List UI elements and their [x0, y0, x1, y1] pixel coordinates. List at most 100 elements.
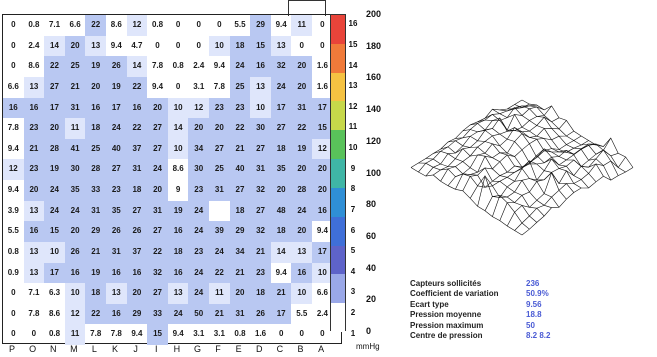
- heatmap-cell: 6.6: [7, 81, 19, 91]
- heatmap-cell: 0: [175, 20, 181, 29]
- pressure-heatmap: 0 0.8 7.1 6.6 22 8.6 12 0.8 0 0 0 5.5 29 9.4 11 0 0 2.4 14…: [2, 14, 342, 345]
- heatmap-cell: 21: [85, 241, 107, 263]
- heatmap-cell: 9.4: [7, 185, 19, 194]
- heatmap-cell: 31: [106, 241, 127, 263]
- heatmap-cell: 1.6: [255, 329, 267, 339]
- heatmap-cell: 16: [291, 262, 313, 284]
- heatmap-cell: 18: [229, 35, 251, 57]
- heatmap-cell: 20: [312, 159, 333, 180]
- mesh-line: [521, 99, 634, 168]
- stat-label: Capteurs sollicités: [410, 278, 482, 288]
- heatmap-cell: 31: [147, 200, 168, 222]
- heatmap-cell: 29: [85, 221, 107, 242]
- heatmap-cell: 11: [209, 283, 230, 304]
- stat-value: 50: [526, 320, 535, 330]
- heatmap-cell: 24: [188, 283, 210, 304]
- heatmap-cell: 29: [250, 15, 271, 36]
- heatmap-cell: 0: [175, 81, 181, 91]
- heatmap-cell: 16: [126, 262, 148, 284]
- heatmap-cell: 8.6: [172, 164, 184, 174]
- column-label: J: [133, 344, 138, 354]
- heatmap-cell: 21: [229, 138, 251, 160]
- heatmap-cell: 0.8: [28, 20, 40, 29]
- heatmap-cell: 16: [23, 221, 45, 242]
- heatmap-cell: 19: [85, 56, 107, 77]
- column-label: K: [112, 344, 119, 354]
- heatmap-cell: 13: [270, 35, 292, 57]
- heatmap-cell: 18: [167, 241, 189, 263]
- heatmap-cell: 20: [229, 283, 251, 304]
- heatmap-cell: 20: [312, 180, 333, 201]
- heatmap-cell: 6.6: [69, 20, 81, 29]
- heatmap-cell: 30: [188, 159, 210, 180]
- row-label: 1: [350, 328, 356, 338]
- mesh-line: [440, 105, 552, 182]
- heatmap-cell: 3.1: [213, 329, 225, 339]
- row-label: 4: [350, 266, 356, 276]
- color-scale-segment: [331, 101, 345, 131]
- heatmap-cell: 25: [209, 159, 230, 180]
- row-label: 9: [350, 163, 356, 173]
- heatmap-cell: 7.8: [90, 329, 102, 339]
- stat-label: Pression moyenne: [410, 310, 482, 320]
- heatmap-cell: 20: [291, 76, 313, 98]
- heatmap-cell: 0: [278, 329, 284, 339]
- heatmap-cell: 13: [23, 262, 45, 284]
- heatmap-cell: 20: [23, 180, 45, 201]
- top-tab[interactable]: [288, 0, 326, 16]
- stat-label: Centre de pression: [410, 331, 483, 341]
- heatmap-cell: 48: [270, 200, 292, 222]
- heatmap-cell: 24: [64, 200, 86, 222]
- mesh-line: [433, 106, 545, 176]
- heatmap-cell: 31: [64, 97, 86, 119]
- heatmap-cell: 37: [126, 138, 148, 160]
- heatmap-cell: 23: [188, 180, 210, 201]
- column-label: M: [70, 344, 78, 354]
- heatmap-cell: 20: [291, 159, 313, 180]
- heatmap-cell: 10: [291, 283, 313, 304]
- row-label: 13: [348, 81, 358, 91]
- heatmap-cell: 19: [167, 200, 189, 222]
- heatmap-cell: 0: [155, 40, 160, 50]
- row-label: 12: [348, 101, 358, 111]
- heatmap-cell: 14: [167, 118, 189, 139]
- heatmap-cell: 18: [229, 200, 251, 222]
- column-label: I: [154, 344, 158, 354]
- heatmap-cell: 27: [147, 138, 168, 160]
- row-label: 15: [348, 39, 358, 49]
- heatmap-cell: 5.5: [234, 20, 246, 29]
- stat-label: Ecart type: [410, 299, 449, 309]
- heatmap-cell: 24: [147, 159, 168, 180]
- heatmap-cell: 1.6: [316, 81, 328, 91]
- heatmap-cell: 6.6: [316, 288, 328, 298]
- column-label: G: [193, 344, 201, 354]
- heatmap-cell: 13: [250, 76, 271, 98]
- stat-row: Coefficient de variation 50.9%: [410, 289, 550, 300]
- heatmap-cell: 16: [126, 97, 148, 119]
- heatmap-cell: 21: [270, 283, 292, 304]
- heatmap-cell: 3.1: [193, 81, 205, 91]
- heatmap-cell: 7.8: [151, 61, 164, 71]
- heatmap-cell: 23: [250, 262, 271, 284]
- heatmap-cell: 14: [270, 241, 292, 263]
- heatmap-cell: 0: [11, 308, 16, 318]
- mesh-line: [477, 117, 589, 189]
- color-scale-tick: 60: [366, 230, 377, 241]
- heatmap-cell: 15: [312, 118, 333, 139]
- heatmap-cell: 40: [106, 138, 127, 160]
- heatmap-cell: 30: [250, 118, 271, 139]
- heatmap-cell: 23: [23, 159, 45, 180]
- heatmap-cell: 22: [291, 118, 313, 139]
- column-label: L: [91, 344, 97, 354]
- heatmap-cell: 11: [64, 324, 86, 345]
- heatmap-cell: 10: [167, 97, 189, 119]
- heatmap-cell: 25: [64, 56, 86, 77]
- heatmap-cell: 25: [85, 138, 107, 160]
- mesh-line: [440, 146, 552, 208]
- heatmap-cell: 28: [44, 138, 65, 160]
- heatmap-cell: 11: [291, 15, 313, 36]
- mesh-line: [477, 140, 589, 207]
- column-label: D: [256, 344, 263, 354]
- stat-row: Capteurs sollicités 236: [410, 278, 550, 289]
- stat-row: Pression moyenne 18.8: [410, 310, 550, 321]
